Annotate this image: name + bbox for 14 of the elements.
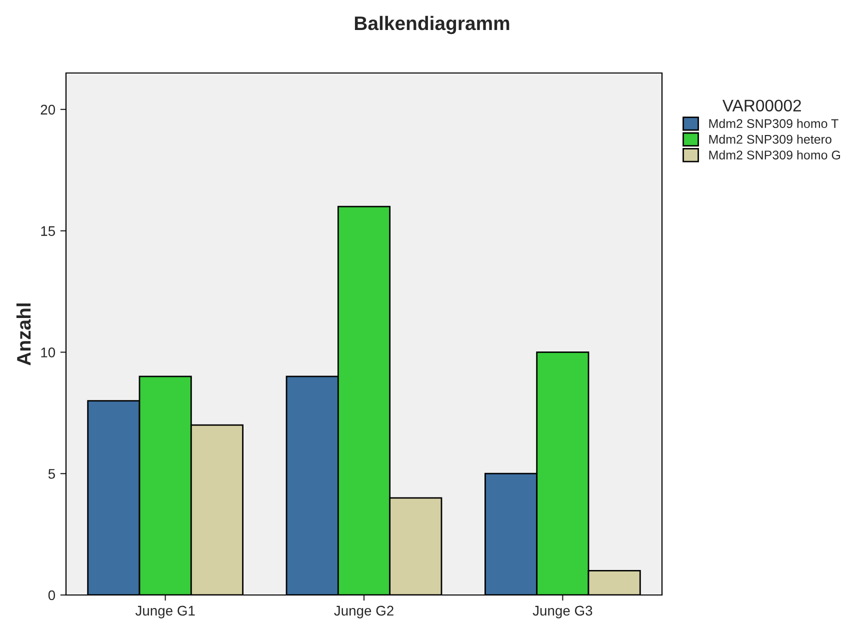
y-tick-label: 10 [41,348,56,358]
legend-label: Mdm2 SNP309 homo T [709,118,838,128]
chart-title: Balkendiagramm [354,16,510,34]
x-tick-label: Junge G1 [135,606,195,618]
legend-title: VAR00002 [722,100,801,112]
legend-label: Mdm2 SNP309 hetero [709,134,832,144]
y-tick-label: 0 [48,590,56,600]
legend-label: Mdm2 SNP309 homo G [709,150,840,160]
y-tick-label: 20 [40,104,56,115]
y-tick-label: 5 [48,469,55,479]
y-axis-title: Anzahl [16,304,31,366]
y-tick-label: 15 [41,226,56,236]
x-tick-label: Junge G3 [532,606,592,618]
x-tick-label: Junge G2 [334,606,394,618]
